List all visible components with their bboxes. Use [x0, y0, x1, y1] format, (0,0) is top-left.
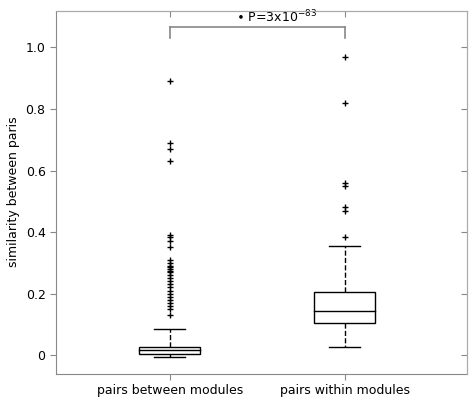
Text: $\bullet$ P=3x10$^{-83}$: $\bullet$ P=3x10$^{-83}$: [236, 8, 317, 25]
Bar: [139, 347, 200, 354]
Y-axis label: similarity between paris: similarity between paris: [7, 117, 20, 267]
Bar: [314, 292, 375, 323]
